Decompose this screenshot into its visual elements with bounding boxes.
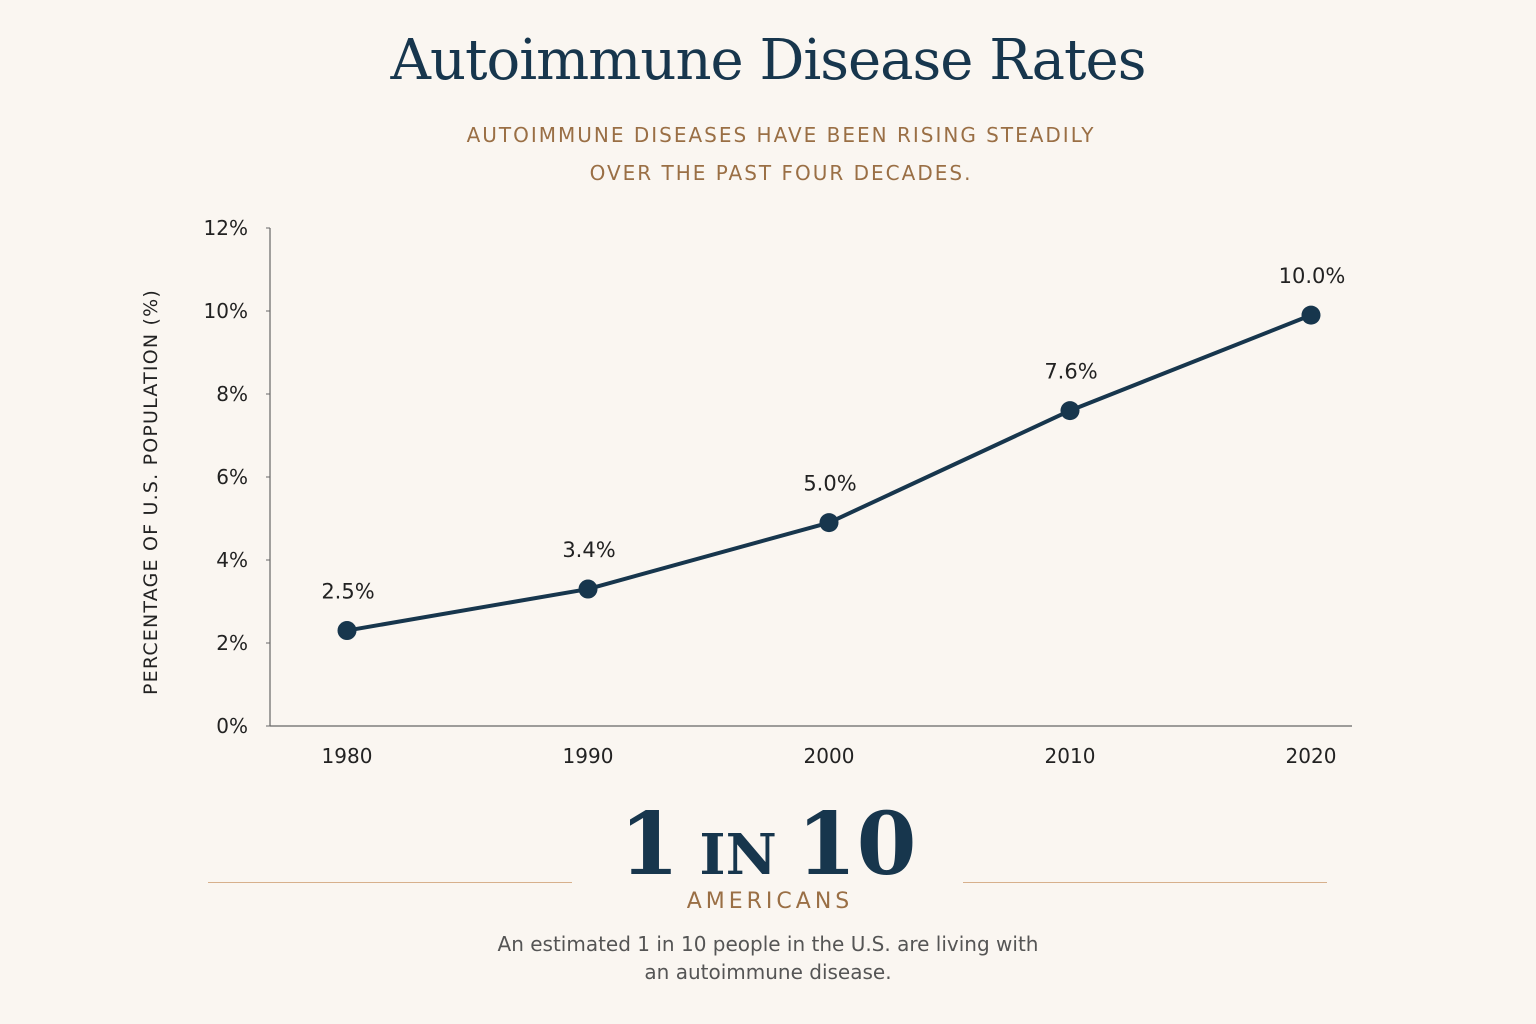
y-tick-label: 10%	[204, 299, 248, 323]
data-label: 2.5%	[321, 580, 374, 604]
stat-number-mid: IN	[699, 822, 777, 888]
data-point	[578, 579, 598, 599]
data-point	[1060, 401, 1080, 421]
y-tick-label: 12%	[204, 216, 248, 240]
stat-number-left: 1	[619, 794, 680, 895]
stat-label: AMERICANS	[686, 889, 854, 914]
stat-description-line-2: an autoimmune disease.	[644, 960, 892, 984]
chart-title: Autoimmune Disease Rates	[390, 28, 1147, 93]
x-tick-label: 2020	[1286, 744, 1337, 768]
data-point	[1301, 305, 1321, 325]
data-label: 3.4%	[562, 538, 615, 562]
data-label: 10.0%	[1279, 264, 1346, 288]
x-tick-label: 2000	[804, 744, 855, 768]
data-label: 7.6%	[1044, 360, 1097, 384]
stat-description-line-1: An estimated 1 in 10 people in the U.S. …	[497, 932, 1039, 956]
y-tick-label: 4%	[216, 548, 248, 572]
subtitle-line-1: AUTOIMMUNE DISEASES HAVE BEEN RISING STE…	[466, 123, 1096, 147]
chart-subtitle: AUTOIMMUNE DISEASES HAVE BEEN RISING STE…	[0, 116, 1536, 192]
y-axis-label: PERCENTAGE OF U.S. POPULATION (%)	[140, 289, 162, 695]
stat-description: An estimated 1 in 10 people in the U.S. …	[0, 930, 1536, 986]
data-label: 5.0%	[803, 472, 856, 496]
subtitle-line-2: OVER THE PAST FOUR DECADES.	[589, 161, 973, 185]
data-point	[337, 621, 357, 641]
y-tick-label: 8%	[216, 382, 248, 406]
line-chart: 0% 2% 4% 6% 8% 10% 12% PERCENTAGE OF U.S. POPUL…	[140, 216, 1352, 768]
divider-right	[963, 882, 1327, 883]
x-tick-label: 1990	[563, 744, 614, 768]
y-tick-label: 0%	[216, 714, 248, 738]
y-tick-label: 6%	[216, 465, 248, 489]
x-tick-label: 2010	[1045, 744, 1096, 768]
divider-left	[208, 882, 572, 883]
stat-number-right: 10	[796, 794, 917, 895]
data-point	[819, 513, 839, 533]
stat-number: 1 IN 10	[0, 795, 1536, 905]
y-tick-label: 2%	[216, 631, 248, 655]
x-tick-label: 1980	[322, 744, 373, 768]
